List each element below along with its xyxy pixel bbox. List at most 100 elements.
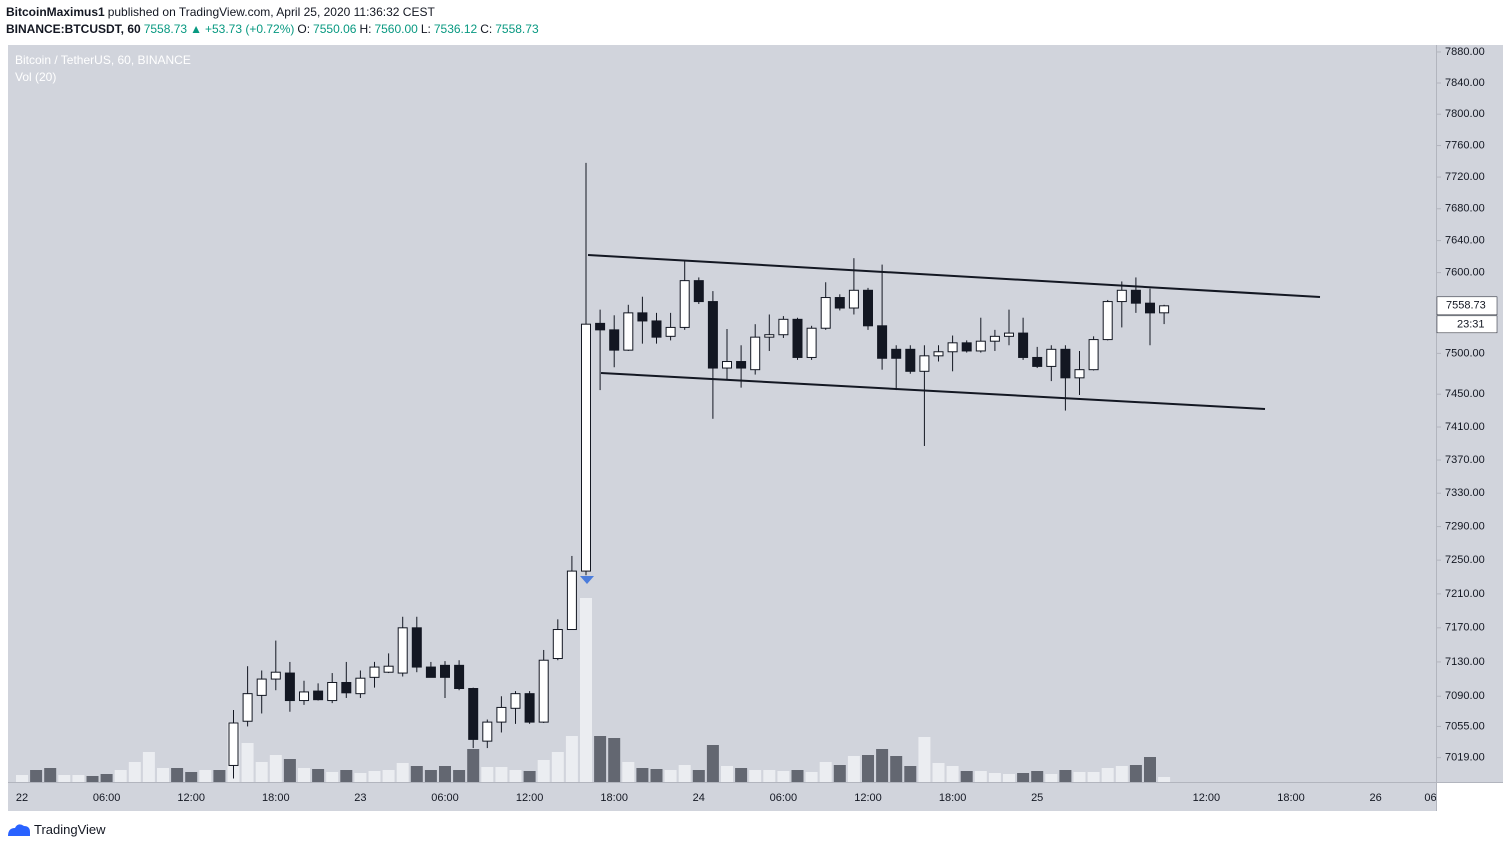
x-tick-label: 06:00 [93, 792, 121, 804]
volume-bar [636, 768, 649, 782]
volume-bar [410, 766, 423, 782]
y-tick-label: 7130.00 [1445, 656, 1485, 668]
o-label: O: [297, 22, 311, 36]
trend-line [587, 254, 1321, 298]
signal-marker [580, 576, 594, 584]
y-tick-label: 7680.00 [1445, 203, 1485, 215]
candle-body [863, 289, 873, 327]
last: 7558.73 [143, 22, 188, 36]
y-tick-label: 7250.00 [1445, 554, 1485, 566]
volume-bar [862, 755, 874, 782]
volume-bar [918, 737, 931, 782]
candle-body [355, 677, 366, 695]
volume-bar [1003, 774, 1015, 782]
x-tick-label: 18:00 [1277, 792, 1305, 804]
candle-body [947, 342, 958, 353]
candle-body [228, 722, 239, 766]
y-tick-label: 7450.00 [1445, 388, 1485, 400]
volume-bar [932, 763, 945, 782]
volume-bar [833, 765, 846, 782]
trend-line [600, 372, 1266, 410]
volume-bar [890, 756, 903, 782]
price-label: 7558.73 23:31 [1436, 296, 1498, 334]
x-tick-label: 12:00 [516, 792, 544, 804]
volume-bar [354, 773, 367, 782]
candle-body [1130, 289, 1141, 304]
volume-bar [791, 770, 804, 782]
candle-body [989, 335, 1000, 342]
quote-line: BINANCE:BTCUSDT, 60 7558.73 ▲ +53.73 (+0.72… [6, 22, 542, 36]
symbol: BINANCE:BTCUSDT, 60 [6, 22, 141, 36]
l-label: L: [420, 22, 431, 36]
countdown-text: 23:31 [1457, 319, 1485, 331]
c-label: C: [480, 22, 493, 36]
volume-bar [185, 772, 198, 782]
volume-bar [678, 765, 691, 782]
volume-bar [974, 771, 987, 782]
countdown-box [1436, 315, 1498, 334]
candle-body [1116, 289, 1127, 303]
volume-bar [298, 768, 310, 782]
x-tick-label: 12:00 [177, 792, 205, 804]
candle-body [242, 693, 253, 722]
change: +53.73 (+0.72%) [204, 22, 295, 36]
volume-bar [142, 752, 155, 782]
volume-bar [1087, 772, 1100, 782]
volume-bar [946, 766, 959, 782]
publish-line: BitcoinMaximus1 published on TradingView.… [6, 5, 438, 19]
candle-body [1060, 348, 1071, 379]
volume-bar [1115, 766, 1128, 782]
volume-bar [30, 770, 43, 782]
candle-body [1145, 302, 1155, 314]
candle-body [919, 355, 930, 372]
candle-body [411, 627, 422, 668]
volume-bar [467, 749, 480, 782]
candle-body [750, 336, 761, 371]
x-tick-label: 18:00 [600, 792, 628, 804]
candle-body [552, 629, 563, 660]
candle-body [1159, 305, 1170, 314]
volume-bar [439, 766, 451, 782]
candle-body [454, 664, 465, 690]
volume-bar [608, 738, 621, 782]
volume-bar [255, 762, 268, 782]
published: published on TradingView.com, April 25, … [107, 5, 435, 19]
candle-body [764, 334, 775, 338]
candle-body [806, 327, 817, 358]
x-tick-label: 18:00 [939, 792, 967, 804]
candle-body [1102, 301, 1113, 341]
x-tick-label: 22 [16, 792, 28, 804]
h-value: 7560.00 [374, 22, 418, 36]
candle-body [299, 691, 309, 702]
x-tick-label: 06:00 [431, 792, 459, 804]
volume-bar [86, 776, 99, 782]
candle-body [891, 348, 902, 359]
candle-body [397, 627, 408, 674]
candle-body [707, 301, 718, 369]
volume-bar [157, 768, 169, 782]
candle-body [496, 706, 507, 723]
candle-body [369, 666, 380, 678]
volume-bar [805, 772, 818, 782]
volume-bar [100, 774, 113, 782]
time-axis [8, 783, 1436, 811]
x-tick-label: 18:00 [262, 792, 290, 804]
volume-bar [495, 767, 508, 782]
x-tick-label: 25 [1031, 792, 1043, 804]
candle-body [736, 361, 747, 369]
volume-bar [819, 762, 832, 782]
volume-bar [1073, 772, 1086, 782]
price-label-box [1436, 296, 1498, 316]
volume-bar [481, 767, 494, 782]
candle-body [834, 297, 845, 309]
volume-bar [664, 770, 677, 782]
candle-body [665, 326, 676, 337]
candle-body [313, 690, 324, 701]
x-tick-label: 23 [354, 792, 366, 804]
volume-bar [594, 736, 607, 782]
plot-area [8, 45, 1436, 782]
price-axis [1437, 45, 1503, 782]
candle-body [538, 659, 549, 723]
